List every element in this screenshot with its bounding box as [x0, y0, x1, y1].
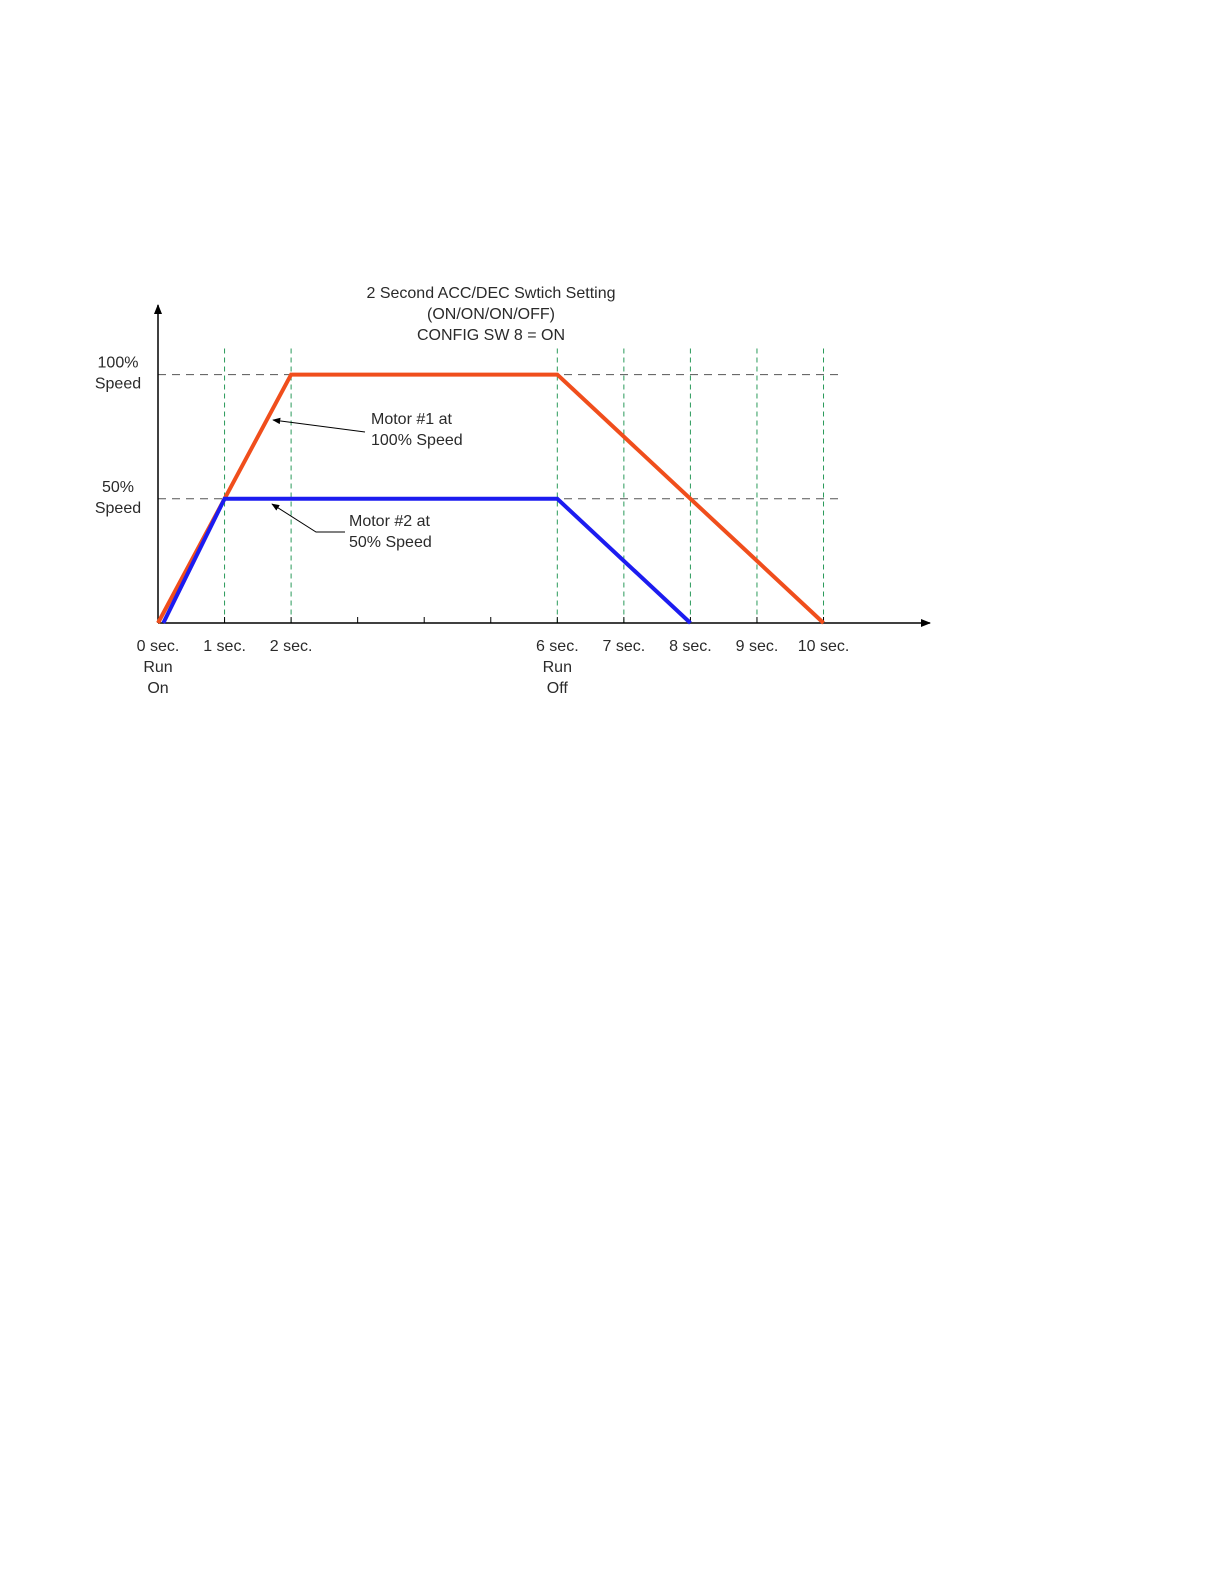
chart-title: 2 Second ACC/DEC Swtich Setting (ON/ON/ON… — [366, 285, 615, 344]
y-tick-label: 100% Speed — [95, 355, 141, 393]
annotation-arrow — [271, 503, 345, 533]
x-tick-label: 7 sec. — [603, 638, 646, 655]
annotation-arrow — [272, 417, 366, 433]
x-tick-label: 10 sec. — [798, 638, 850, 655]
x-tick-label: 1 sec. — [203, 638, 246, 655]
x-tick-label: 9 sec. — [736, 638, 779, 655]
x-tick-label: 2 sec. — [270, 638, 313, 655]
annotation: Motor #2 at 50% Speed — [349, 513, 432, 551]
x-tick-label: 8 sec. — [669, 638, 712, 655]
x-tick-label: 6 sec. Run Off — [536, 638, 579, 697]
y-tick-label: 50% Speed — [95, 479, 141, 517]
annotation: Motor #1 at 100% Speed — [371, 411, 463, 449]
x-tick-label: 0 sec. Run On — [137, 638, 180, 697]
series-line — [161, 496, 692, 625]
